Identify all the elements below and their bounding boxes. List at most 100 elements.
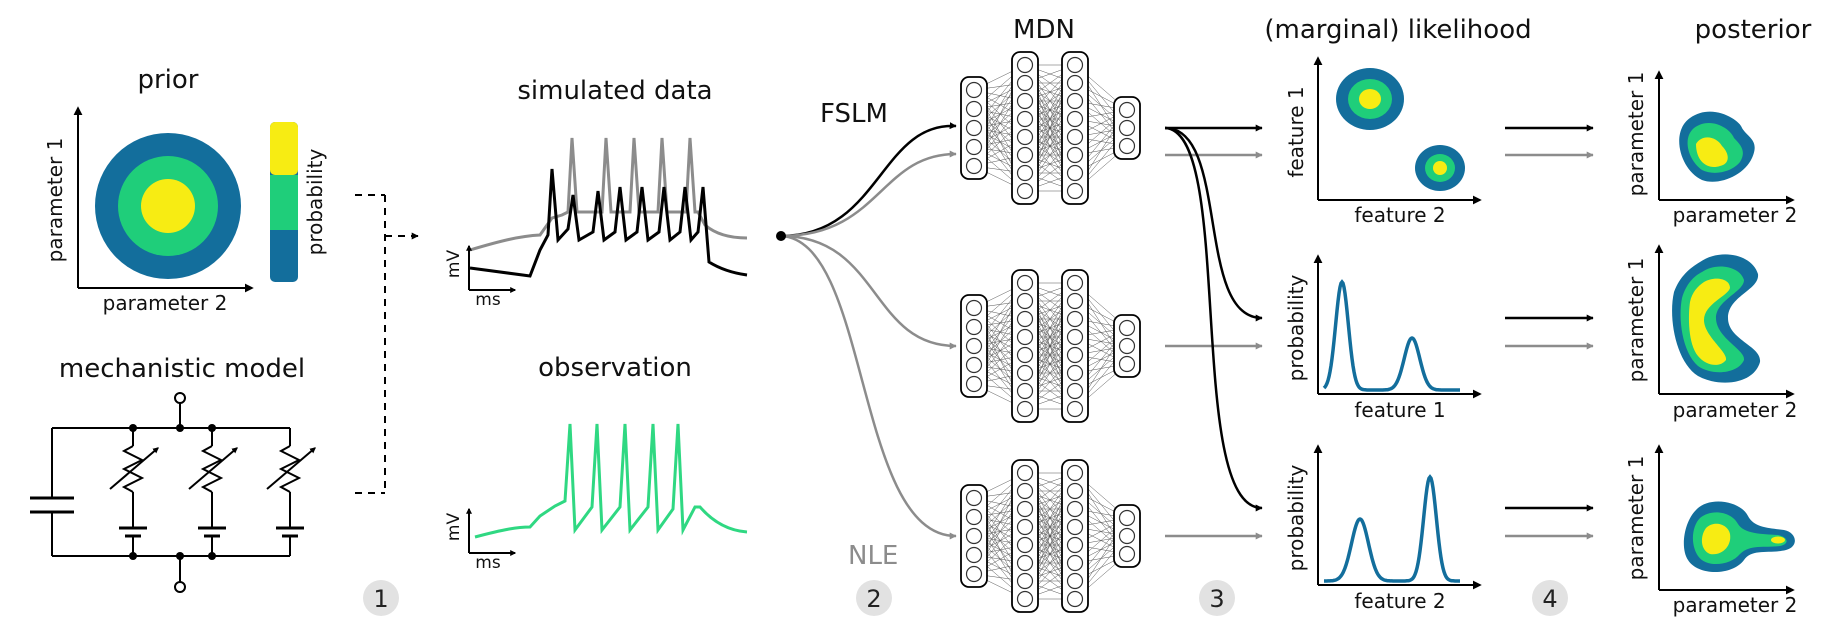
mdn-neuron xyxy=(965,138,983,156)
mdn-neuron xyxy=(965,299,983,317)
posterior-title: posterior xyxy=(1695,15,1812,45)
mdn-neuron xyxy=(965,527,983,545)
likelihood-panel-1: feature 2 feature 1 xyxy=(1284,56,1482,227)
prior-model-connector xyxy=(355,194,419,494)
posterior-1-ylabel: parameter 1 xyxy=(1624,72,1648,197)
obs-xlabel: ms xyxy=(475,553,501,573)
likelihood-to-posterior-arrows xyxy=(1505,124,1594,540)
mdn-neuron xyxy=(1066,146,1084,164)
posterior-panel-3: parameter 2 parameter 1 xyxy=(1624,444,1798,617)
colorbar-label: probability xyxy=(303,148,327,255)
sim-ylabel: mV xyxy=(444,250,464,279)
likelihood-title: (marginal) likelihood xyxy=(1264,15,1531,45)
step-3-label: 3 xyxy=(1209,585,1224,613)
colorbar-high xyxy=(270,122,298,175)
mdn-neuron xyxy=(1066,346,1084,364)
likelihood-2-ylabel: probability xyxy=(1284,274,1308,381)
mdn-neuron xyxy=(1016,74,1034,92)
mdn-neuron xyxy=(1066,292,1084,310)
prior-inner-disc xyxy=(141,179,195,233)
observation-panel: observation mV ms xyxy=(444,353,748,573)
mdn-neuron xyxy=(1066,56,1084,74)
likelihood-panel-3: feature 2 probability xyxy=(1284,444,1482,613)
mdn-neuron xyxy=(1016,292,1034,310)
mdn-neuron xyxy=(1066,500,1084,518)
step-badge-1: 1 xyxy=(363,580,399,616)
step-badges: 1 2 3 4 xyxy=(363,580,1568,616)
mdn-neuron xyxy=(1066,328,1084,346)
mdn-networks xyxy=(960,51,1141,613)
mdn-neuron xyxy=(1118,319,1136,337)
mdn-neuron xyxy=(1016,400,1034,418)
mdn-neuron xyxy=(965,489,983,507)
obs-ylabel: mV xyxy=(444,513,464,542)
prior-title: prior xyxy=(137,65,198,95)
posterior-panel-1: parameter 2 parameter 1 xyxy=(1624,70,1798,227)
simulated-data-title: simulated data xyxy=(517,76,712,106)
mdn-neuron xyxy=(1016,364,1034,382)
mdn-neuron xyxy=(1016,92,1034,110)
mdn-neuron xyxy=(965,546,983,564)
posterior-3-xlabel: parameter 2 xyxy=(1673,593,1798,617)
mdn-neuron xyxy=(1066,182,1084,200)
mdn-neuron xyxy=(1016,182,1034,200)
posterior-3-ylabel: parameter 1 xyxy=(1624,456,1648,581)
mdn-network-2 xyxy=(960,269,1141,423)
mdn-neuron xyxy=(1118,545,1136,563)
likelihood-2-density xyxy=(1322,279,1460,392)
likelihood-3-xlabel: feature 2 xyxy=(1354,589,1445,613)
mdn-neuron xyxy=(965,100,983,118)
mdn-neuron xyxy=(1066,110,1084,128)
mdn-title: MDN xyxy=(1013,15,1075,45)
terminal-bottom xyxy=(174,581,186,593)
mdn-neuron xyxy=(1066,518,1084,536)
mdn-neuron xyxy=(1016,500,1034,518)
mdn-neuron xyxy=(1066,164,1084,182)
step-badge-4: 4 xyxy=(1532,580,1568,616)
mdn-neuron xyxy=(965,565,983,583)
fslm-arrow xyxy=(780,122,957,238)
posterior-panel-2: parameter 2 parameter 1 xyxy=(1624,244,1798,422)
mdn-neuron xyxy=(1016,274,1034,292)
mdn-layer xyxy=(1011,51,1039,205)
mdn-network-3 xyxy=(960,459,1141,613)
posterior-2-xlabel: parameter 2 xyxy=(1673,398,1798,422)
simulated-trace-gray xyxy=(469,137,748,252)
branch-node xyxy=(776,231,786,241)
simulated-data-panel: simulated data mV ms xyxy=(444,76,748,310)
mdn-layer xyxy=(1061,51,1089,205)
mdn-layer xyxy=(1011,459,1039,613)
likelihood-2-xlabel: feature 1 xyxy=(1354,398,1445,422)
mdn-neuron xyxy=(1016,164,1034,182)
fslm-label: FSLM xyxy=(820,99,888,129)
mdn-neuron xyxy=(1066,482,1084,500)
mdn-neuron xyxy=(1066,400,1084,418)
colorbar-mid xyxy=(270,175,298,230)
mdn-neuron xyxy=(1066,590,1084,608)
mdn-neuron xyxy=(1016,146,1034,164)
mdn-neuron xyxy=(1016,310,1034,328)
mdn-neuron xyxy=(1066,364,1084,382)
step-1-label: 1 xyxy=(373,585,388,613)
mdn-neuron xyxy=(1066,382,1084,400)
simulated-trace-black xyxy=(469,168,748,278)
mdn-neuron xyxy=(1066,464,1084,482)
mdn-neuron xyxy=(965,119,983,137)
method-branches xyxy=(776,122,957,540)
mdn-neuron xyxy=(965,337,983,355)
mdn-neuron xyxy=(1066,274,1084,292)
posterior-1-xlabel: parameter 2 xyxy=(1673,203,1798,227)
observation-trace xyxy=(474,423,748,539)
mdn-neuron xyxy=(1118,337,1136,355)
step-4-label: 4 xyxy=(1542,585,1557,613)
mdn-neuron xyxy=(1118,355,1136,373)
step-badge-3: 3 xyxy=(1199,580,1235,616)
mdn-neuron xyxy=(965,157,983,175)
mdn-neuron xyxy=(1016,518,1034,536)
branch-3 xyxy=(266,428,316,556)
mdn-to-likelihood-arrows xyxy=(1164,124,1263,540)
mechanistic-model-panel: mechanistic model xyxy=(30,354,316,593)
mdn-neuron xyxy=(1118,101,1136,119)
likelihood-panel-2: feature 1 probability xyxy=(1284,254,1482,422)
